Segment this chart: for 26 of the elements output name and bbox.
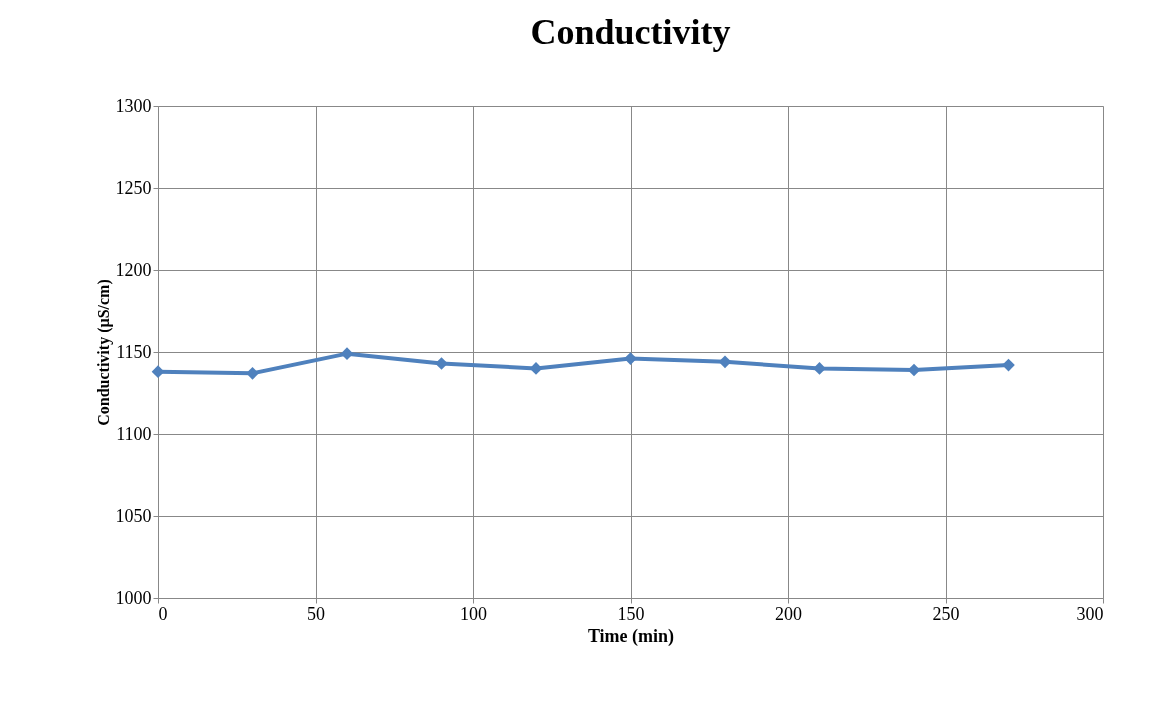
y-tick-label: 1050 xyxy=(115,505,152,526)
x-tick-label: 100 xyxy=(460,603,487,624)
y-tick-label: 1100 xyxy=(116,423,152,444)
y-tick-label: 1000 xyxy=(115,587,152,608)
x-tick-label: 300 xyxy=(1076,603,1104,624)
point xyxy=(435,357,448,370)
point xyxy=(151,365,165,378)
point xyxy=(718,355,732,369)
point xyxy=(813,362,826,375)
point xyxy=(340,347,354,360)
y-tick-label: 1250 xyxy=(115,177,152,198)
y-axis-title: Conductivity (µS/cm) xyxy=(94,279,113,426)
y-tick-label: 1150 xyxy=(116,341,152,362)
y-tick-label: 1300 xyxy=(115,95,152,116)
x-tick-label: 250 xyxy=(932,603,960,624)
x-tick-label: 150 xyxy=(617,603,645,624)
x-tick-label: 50 xyxy=(307,603,325,624)
y-tick-label: 1200 xyxy=(115,259,152,280)
x-tick-label: 0 xyxy=(158,603,168,624)
point xyxy=(1002,358,1015,372)
point xyxy=(907,363,921,377)
point xyxy=(624,352,637,365)
chart-title: Conductivity xyxy=(530,12,731,52)
x-axis-title: Time (min) xyxy=(587,625,675,647)
point xyxy=(529,362,543,375)
x-tick-label: 200 xyxy=(775,603,802,624)
